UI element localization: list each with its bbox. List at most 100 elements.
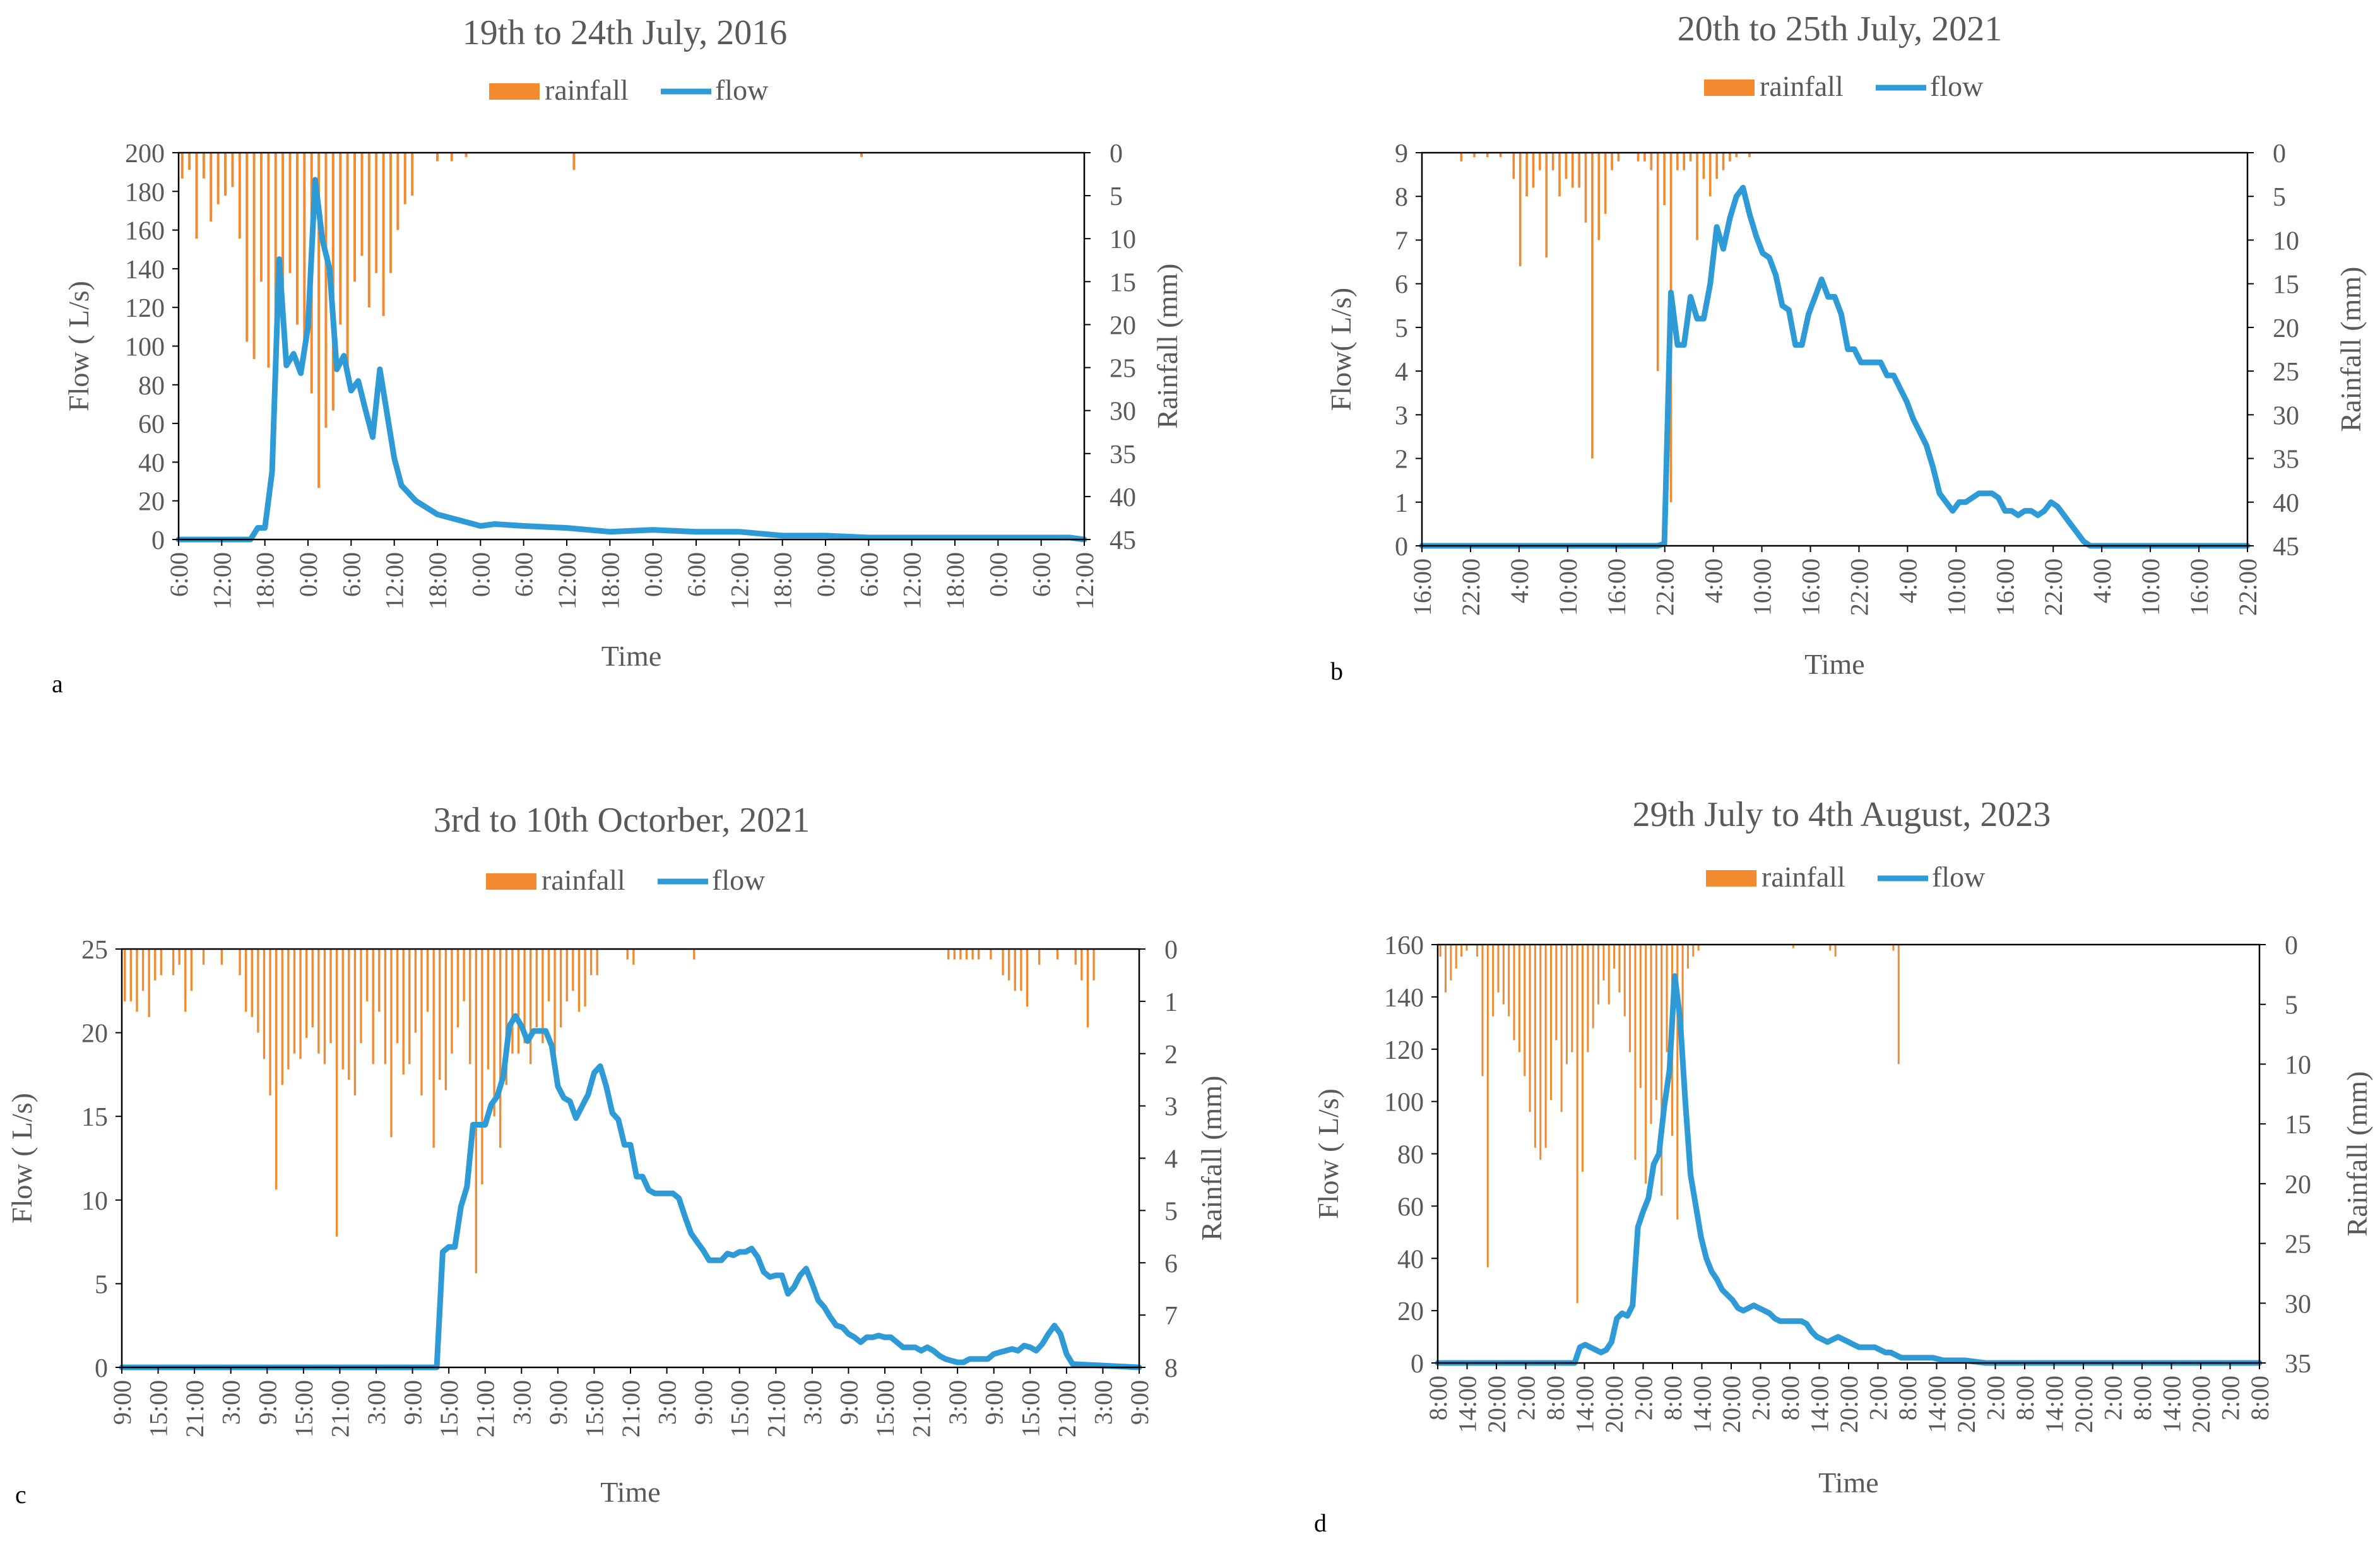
rainfall-bar [1729, 153, 1731, 162]
x-tick-label: 9:00 [980, 1380, 1009, 1425]
y-right-tick-label: 5 [1164, 1197, 1178, 1226]
rainfall-bar [1551, 153, 1554, 170]
chart-title: 3rd to 10th Octorber, 2021 [434, 801, 810, 840]
y-left-tick-label: 25 [81, 936, 108, 965]
x-axis-label: Time [1804, 648, 1864, 680]
rainfall-bar [426, 949, 429, 1012]
rainfall-bar [1597, 945, 1600, 1005]
x-tick-label: 9:00 [1125, 1380, 1154, 1425]
x-tick-label: 20:00 [2187, 1376, 2215, 1433]
rainfall-bar [559, 949, 562, 1028]
rainfall-bar [1617, 153, 1620, 162]
rainfall-bar [411, 153, 414, 196]
x-tick-label: 20:00 [1952, 1376, 1980, 1433]
rainfall-bar [281, 153, 285, 299]
rainfall-bar [1597, 153, 1601, 240]
rainfall-bar [1519, 153, 1522, 266]
rainfall-bar [1508, 945, 1510, 1017]
rainfall-bar [1074, 949, 1077, 965]
rainfall-bar [259, 153, 263, 282]
rainfall-bar [367, 153, 370, 308]
rainfall-bar [1560, 945, 1563, 1112]
x-tick-label: 16:00 [2185, 558, 2213, 616]
x-tick-label: 2:00 [2217, 1376, 2245, 1420]
y-left-tick-label: 40 [1397, 1245, 1424, 1274]
x-tick-label: 15:00 [1016, 1380, 1045, 1437]
rainfall-bar [1602, 945, 1605, 981]
rainfall-bar [1038, 949, 1041, 965]
x-tick-label: 22:00 [1845, 558, 1873, 616]
x-tick-label: 0:00 [812, 552, 840, 597]
y-right-tick-label: 1 [1164, 988, 1178, 1017]
y-right-tick-label: 0 [2273, 139, 2286, 168]
x-tick-label: 20:00 [2069, 1376, 2098, 1433]
x-tick-label: 9:00 [108, 1380, 136, 1425]
flow-line [1419, 184, 2251, 549]
y-right-axis-label: Rainfall (mm) [2335, 267, 2367, 432]
legend-flow-label: flow [715, 74, 769, 106]
rainfall-bar [403, 153, 406, 204]
chart-title: 20th to 25th July, 2021 [1678, 9, 2002, 49]
y-left-tick-label: 60 [138, 410, 165, 439]
y-right-tick-label: 30 [1110, 398, 1136, 427]
y-left-tick-label: 20 [81, 1020, 108, 1049]
x-tick-label: 9:00 [834, 1380, 863, 1425]
y-right-tick-label: 15 [1110, 268, 1136, 297]
rainfall-bar [1897, 945, 1900, 1064]
y-right-tick-label: 20 [1110, 311, 1136, 340]
rainfall-bar [463, 949, 465, 1001]
rainfall-bar [1481, 945, 1484, 1076]
rainfall-bar [252, 153, 256, 359]
y-left-tick-label: 80 [1397, 1141, 1424, 1170]
y-right-tick-label: 20 [2285, 1171, 2311, 1200]
y-right-tick-label: 25 [1110, 355, 1136, 384]
rainfall-bar [1613, 945, 1616, 969]
legend-rainfall-swatch [1704, 80, 1755, 96]
x-tick-label: 20:00 [1483, 1376, 1511, 1433]
rainfall-bar [245, 949, 247, 1012]
y-right-tick-label: 35 [1110, 440, 1136, 469]
x-tick-label: 12:00 [725, 552, 754, 610]
x-tick-label: 20:00 [1835, 1376, 1863, 1433]
rainfall-bar [220, 949, 223, 965]
rainfall-bar [293, 949, 296, 1054]
x-tick-label: 10:00 [2136, 558, 2165, 616]
x-tick-label: 2:00 [1512, 1376, 1541, 1420]
rainfall-bar [1587, 945, 1589, 1053]
x-tick-label: 22:00 [2039, 558, 2068, 616]
rainfall-bar [1592, 945, 1594, 1029]
rainfall-bar [971, 949, 974, 960]
rainfall-bar [353, 153, 357, 282]
y-left-axis-label: Flow ( L/s) [1312, 1088, 1344, 1219]
rainfall-bar [1545, 153, 1548, 258]
rainfall-bar [1450, 945, 1452, 981]
x-tick-label: 14:00 [2158, 1376, 2186, 1433]
x-tick-label: 6:00 [337, 552, 365, 597]
x-tick-label: 16:00 [1408, 558, 1436, 616]
rainfall-bar [1056, 949, 1059, 960]
rainfall-bar [335, 949, 338, 1237]
x-tick-label: 2:00 [1630, 1376, 1658, 1420]
rainfall-bar [1026, 949, 1029, 1007]
rainfall-bar [1571, 945, 1573, 1053]
y-left-tick-label: 6 [1395, 271, 1408, 300]
rainfall-bar [341, 949, 344, 1070]
y-right-tick-label: 40 [1110, 483, 1136, 512]
y-right-tick-label: 45 [2273, 533, 2299, 562]
x-tick-label: 22:00 [1457, 558, 1485, 616]
rainfall-bar [317, 949, 320, 1054]
x-axis-label: Time [601, 640, 661, 672]
rainfall-bar [311, 949, 314, 1028]
rainfall-bar [1834, 945, 1837, 957]
y-right-tick-label: 25 [2285, 1230, 2311, 1259]
rainfall-bar [402, 949, 405, 1075]
y-right-tick-label: 5 [1110, 182, 1123, 211]
rainfall-bar [372, 949, 374, 1064]
rainfall-bar [444, 949, 447, 1090]
rainfall-bar [1582, 945, 1584, 1172]
rainfall-bar [965, 949, 968, 960]
rainfall-bar [202, 949, 205, 965]
rainfall-bar [1611, 153, 1613, 170]
x-tick-label: 3:00 [944, 1380, 972, 1425]
rainfall-bar [1637, 153, 1640, 162]
